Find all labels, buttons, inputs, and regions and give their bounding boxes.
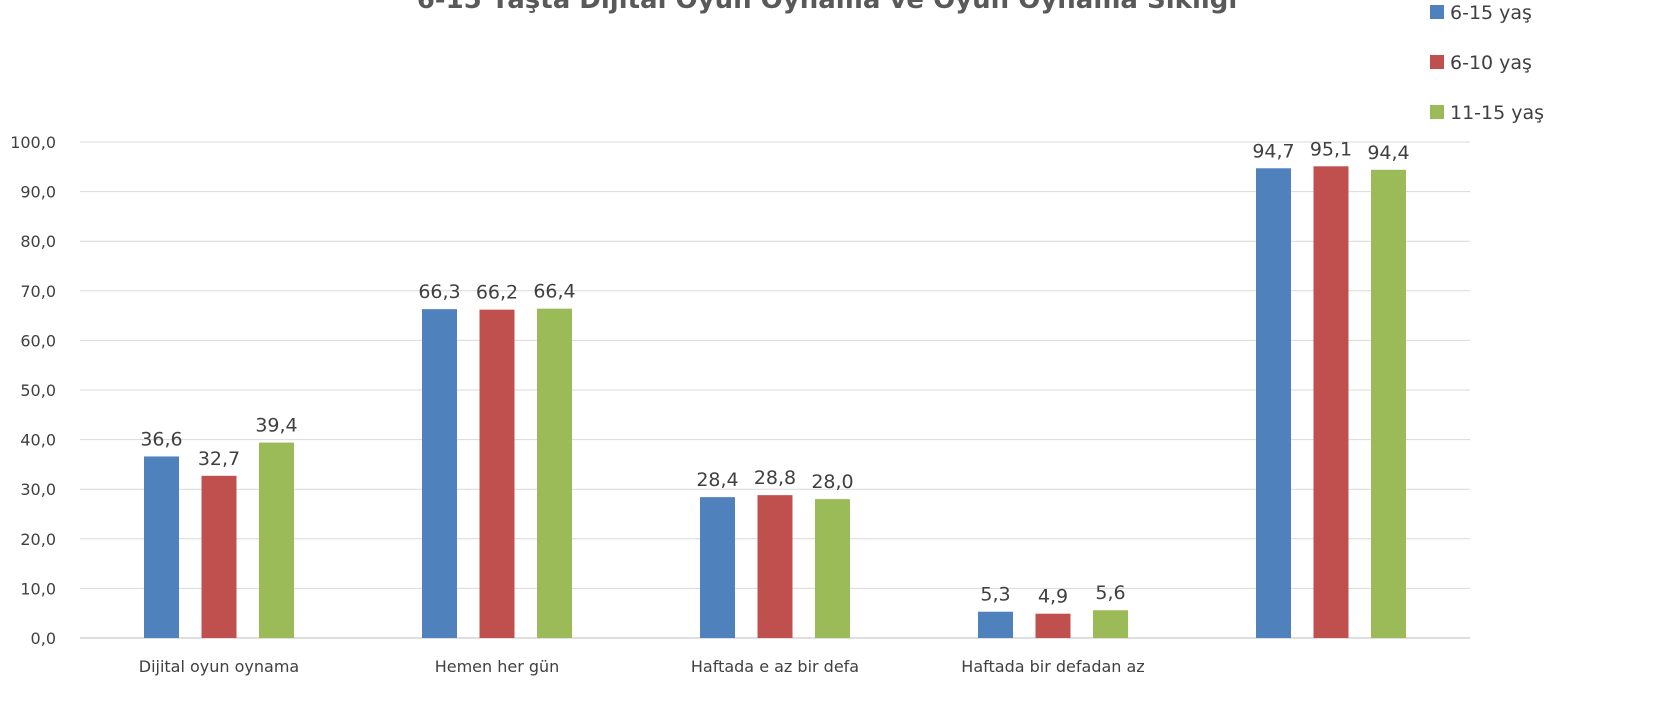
y-axis-ticks: 0,0 10,0 20,0 30,0 40,0 50,0 60,0 70,0 80,0 90,0 1…	[10, 133, 56, 648]
gridlines	[80, 141, 1470, 639]
bar	[700, 497, 735, 638]
legend-swatch	[1430, 55, 1444, 69]
legend[interactable]: 6-15 yaş 6-10 yaş 11-15 yaş	[1430, 2, 1544, 124]
bar	[815, 499, 850, 638]
x-category-label: Haftada e az bir defa	[691, 657, 859, 676]
legend-item[interactable]: 11-15 yaş	[1430, 102, 1544, 124]
y-tick-label: 50,0	[20, 381, 56, 400]
y-tick-label: 80,0	[20, 232, 56, 251]
bars	[144, 166, 1406, 638]
data-label: 94,4	[1367, 142, 1409, 164]
bar	[1371, 169, 1406, 638]
data-label: 66,3	[418, 281, 460, 303]
data-label: 28,0	[811, 471, 853, 493]
y-tick-label: 100,0	[10, 133, 56, 152]
x-category-label: Hemen her gün	[435, 657, 560, 676]
bar	[1035, 613, 1071, 638]
data-labels: 36,6 32,7 39,4 66,3 66,2 66,4 28,4 28,8 28,0 5,3 4…	[140, 138, 1409, 607]
x-category-label: Haftada bir defadan az	[961, 657, 1144, 676]
bar	[1313, 166, 1349, 638]
data-label: 95,1	[1310, 138, 1352, 160]
y-tick-label: 90,0	[20, 183, 56, 202]
data-label: 28,4	[696, 469, 738, 491]
data-label: 5,6	[1095, 582, 1125, 604]
legend-item[interactable]: 6-15 yaş	[1430, 2, 1532, 24]
data-label: 39,4	[255, 415, 297, 437]
data-label: 28,8	[754, 467, 796, 489]
bar	[479, 309, 515, 638]
y-tick-label: 30,0	[20, 480, 56, 499]
legend-swatch	[1430, 5, 1444, 19]
y-tick-label: 40,0	[20, 431, 56, 450]
bar	[259, 442, 294, 638]
bar	[201, 475, 237, 638]
bar	[1093, 610, 1128, 638]
x-axis-categories: Dijital oyun oynama Hemen her gün Haftada …	[139, 657, 1145, 676]
y-tick-label: 70,0	[20, 282, 56, 301]
y-tick-label: 20,0	[20, 530, 56, 549]
legend-label: 6-10 yaş	[1450, 52, 1532, 74]
legend-label: 11-15 yaş	[1450, 102, 1544, 124]
data-label: 66,2	[476, 282, 518, 304]
bar	[1256, 168, 1291, 638]
bar	[144, 456, 179, 638]
data-label: 32,7	[198, 448, 240, 470]
legend-label: 6-15 yaş	[1450, 2, 1532, 24]
bar	[757, 495, 793, 638]
chart-title: 6-15 Yaşta Dijital Oyun Oynama ve Oyun O…	[417, 0, 1238, 15]
y-tick-label: 60,0	[20, 331, 56, 350]
bar	[422, 309, 457, 638]
x-category-label: Dijital oyun oynama	[139, 657, 299, 676]
data-label: 66,4	[533, 281, 575, 303]
data-label: 36,6	[140, 428, 182, 450]
bar	[537, 308, 572, 638]
legend-swatch	[1430, 105, 1444, 119]
y-tick-label: 0,0	[31, 629, 56, 648]
data-label: 5,3	[980, 584, 1010, 606]
data-label: 94,7	[1252, 140, 1294, 162]
y-tick-label: 10,0	[20, 579, 56, 598]
legend-item[interactable]: 6-10 yaş	[1430, 52, 1532, 74]
bar	[978, 611, 1013, 638]
data-label: 4,9	[1038, 586, 1068, 608]
